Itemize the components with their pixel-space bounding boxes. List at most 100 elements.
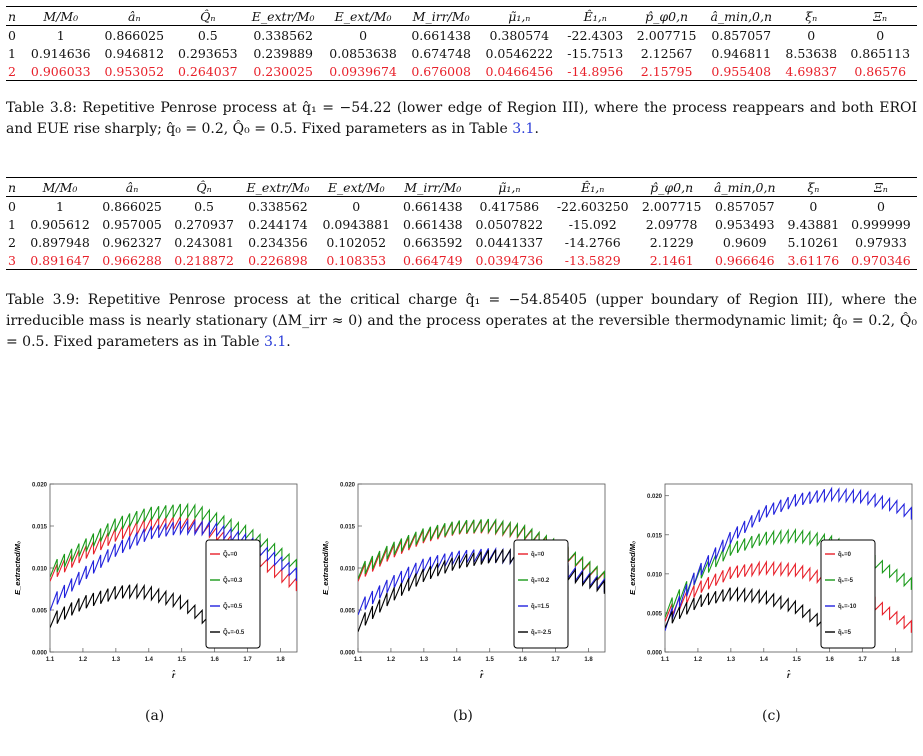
x-tick-label: 1.3 — [727, 657, 736, 663]
table-cell: -22.603250 — [556, 198, 629, 214]
table-cell: 0.86576 — [854, 63, 907, 79]
x-tick-label: 1.4 — [760, 657, 769, 663]
table-cell: 0.857057 — [714, 198, 775, 214]
y-tick-label: 0.000 — [32, 651, 48, 657]
table-cell: 0.866025 — [102, 198, 162, 214]
table-cell: 0.244174 — [248, 216, 308, 232]
y-axis-label: E_extracted/M₀ — [321, 541, 330, 595]
x-tick-label: 1.7 — [243, 657, 252, 663]
legend-label: q̂₁=0 — [838, 552, 852, 558]
column-header: E_ext/M₀ — [327, 179, 385, 195]
table-cell: 0.5 — [197, 27, 218, 43]
legend-label: Q̂₀=-0.5 — [223, 629, 245, 636]
column-header: âₙ — [128, 8, 141, 24]
table-cell: 0.955408 — [711, 63, 772, 79]
table-cell: -14.8956 — [567, 63, 624, 79]
table-cell: 0.661438 — [402, 198, 463, 214]
table-cell: 0.953493 — [714, 216, 775, 232]
legend-label: Q̂₀=0.5 — [223, 603, 243, 610]
table-cell: 1 — [8, 45, 16, 61]
table-cell: 0.661438 — [411, 27, 472, 43]
table-cell: 0.218872 — [174, 252, 234, 268]
legend-label: q̂₁=-5 — [838, 578, 854, 584]
subfigure-label-a: (a) — [145, 708, 165, 724]
x-tick-label: 1.8 — [891, 657, 900, 663]
x-tick-label: 1.2 — [387, 657, 396, 663]
caption-end: . — [534, 121, 539, 137]
column-header: Q̂ₙ — [196, 179, 212, 195]
column-header: Ê₁,ₙ — [583, 8, 607, 24]
legend-box — [513, 539, 569, 649]
table-cell: 2 — [8, 234, 16, 250]
y-tick-label: 0.015 — [32, 525, 48, 531]
x-tick-label: 1.6 — [210, 657, 219, 663]
table-cell: 0 — [8, 27, 16, 43]
table-cell: 0.0507822 — [475, 216, 544, 232]
table-cell: 0.230025 — [253, 63, 313, 79]
table-cell: 0.953052 — [104, 63, 165, 79]
table-cell: 0.5 — [194, 198, 215, 214]
table-cell: 1 — [56, 27, 65, 43]
table-cell: 2.09778 — [645, 216, 698, 232]
table-row: 3 0.891647 0.966288 0.218872 0.226898 0.10835… — [6, 251, 917, 270]
table-cell: 0 — [352, 198, 361, 214]
column-header: n — [8, 179, 17, 195]
table-cell: 0.897948 — [30, 234, 90, 250]
table-cell: 2.007715 — [641, 198, 702, 214]
plot-frame — [664, 483, 913, 653]
table-cell: 0.674748 — [411, 45, 472, 61]
column-header: M_irr/M₀ — [412, 8, 470, 24]
table-cell: 0.97933 — [855, 234, 907, 250]
table-row: 1 0.905612 0.957005 0.270937 0.244174 0.09438… — [6, 215, 917, 233]
table-row: 2 0.906033 0.953052 0.264037 0.230025 0.09396… — [6, 62, 917, 81]
table-cell: 0.264037 — [177, 63, 238, 79]
table-cell: -15.7513 — [567, 45, 624, 61]
y-tick-label: 0.000 — [647, 651, 663, 657]
series-line — [665, 586, 847, 642]
table-cell: 0.9609 — [722, 234, 767, 250]
table-cell: 9.43881 — [787, 216, 840, 232]
table-cell: 0.957005 — [102, 216, 162, 232]
table-cell: 1 — [56, 198, 64, 214]
table-cell: 0.0466456 — [485, 63, 554, 79]
series-group — [50, 502, 297, 641]
column-header: p̂_φ0,n — [645, 8, 689, 24]
x-tick-label: 1.7 — [858, 657, 867, 663]
table-cell: 0 — [8, 198, 16, 214]
table-cell: 0.905612 — [30, 216, 90, 232]
table-cell: 0.946811 — [711, 45, 772, 61]
column-header: ξₙ — [807, 179, 820, 195]
legend-label: Q̂₀=0.3 — [223, 577, 243, 584]
table-cell: 0.234356 — [248, 234, 308, 250]
table-cell: 0.966646 — [714, 252, 775, 268]
column-header: âₙ — [125, 179, 139, 195]
legend-label: q̂₁=-10 — [838, 604, 857, 610]
table-cell: 0.270937 — [174, 216, 234, 232]
table-cell: 0 — [809, 198, 818, 214]
y-axis-label: E_extracted/M₀ — [13, 541, 22, 595]
column-header: M/M₀ — [43, 8, 79, 24]
table-cell: 0.962327 — [102, 234, 162, 250]
table-reference-link[interactable]: 3.1 — [263, 334, 287, 350]
table-cell: 4.69837 — [785, 63, 838, 79]
table-cell: 0.0546222 — [485, 45, 554, 61]
table-cell: 0.239889 — [253, 45, 313, 61]
subfigure-label-b: (b) — [453, 708, 473, 724]
table-cell: 0.914636 — [30, 45, 91, 61]
table-3-9: n M/M₀ âₙ Q̂ₙ E_extr/M₀ E_ext/M₀ M_irr/M₀ μ̃₁,ₙ… — [6, 177, 917, 270]
x-tick-label: 1.4 — [453, 657, 462, 663]
column-header: Ê₁,ₙ — [581, 179, 605, 195]
x-tick-label: 1.3 — [420, 657, 429, 663]
y-tick-label: 0.010 — [647, 572, 663, 578]
table-cell: 0.338562 — [248, 198, 308, 214]
table-cell: -22.4303 — [567, 27, 624, 43]
column-header: M/M₀ — [42, 179, 78, 195]
caption-end: . — [286, 334, 291, 350]
column-header: Ξₙ — [873, 8, 888, 24]
table-reference-link[interactable]: 3.1 — [512, 121, 535, 137]
y-tick-label: 0.015 — [340, 525, 356, 531]
subfigure-label-c: (c) — [762, 708, 781, 724]
caption-text: Table 3.9: Repetitive Penrose process at… — [6, 292, 917, 350]
column-header: Ξₙ — [874, 179, 888, 195]
caption-text: Table 3.8: Repetitive Penrose process at… — [6, 100, 917, 137]
